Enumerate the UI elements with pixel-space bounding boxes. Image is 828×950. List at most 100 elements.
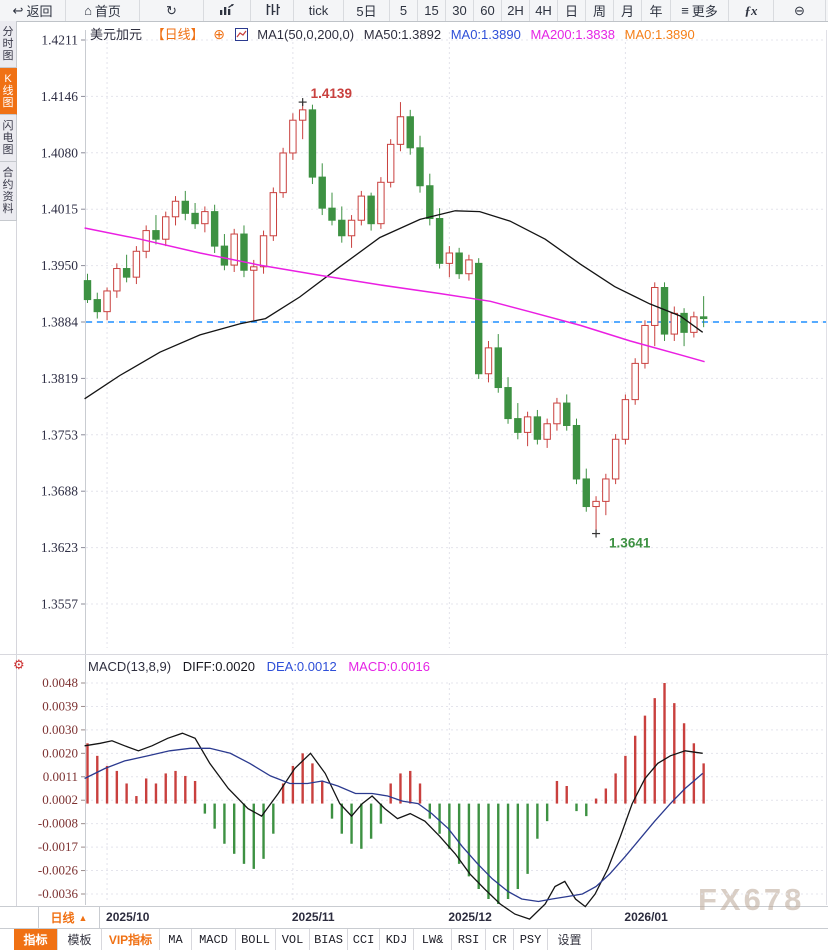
svg-text:1.3950: 1.3950 (41, 258, 78, 273)
indicator-ind-cr[interactable]: CR (486, 929, 514, 950)
svg-text:0.0020: 0.0020 (42, 745, 78, 760)
toolbar-interval-30[interactable]: 30 (446, 0, 474, 21)
top-toolbar: ↩ 返回 ⌂ 首页 ↻ tick 5日 5 15 30 60 2H 4H 日周月年 ≡ 更多 ƒx ⊖ (0, 0, 828, 22)
x-axis-label: 2025/10 (106, 910, 150, 924)
toolbar-interval-15[interactable]: 15 (418, 0, 446, 21)
kline-settings-icon[interactable] (234, 27, 248, 42)
svg-text:1.3623: 1.3623 (41, 540, 78, 555)
ma200-line (84, 227, 705, 363)
indicator-indicators[interactable]: 指标 (14, 929, 58, 950)
interval-5-label: 5 (399, 3, 408, 18)
period-selector-label: 日线 (50, 911, 75, 925)
sidebar-tab-kline[interactable]: K线图 (0, 68, 17, 115)
more-icon: ≡ (681, 3, 689, 18)
ohlc-style-icon (265, 3, 280, 19)
watermark: FX678 (698, 882, 805, 917)
indicator-ind-rsi[interactable]: RSI (452, 929, 486, 950)
macd-diff-line (84, 732, 703, 920)
ma200-value: MA200:1.3838 (530, 27, 616, 42)
add-indicator-icon[interactable]: ⊕ (213, 26, 226, 42)
toolbar-home[interactable]: ⌂ 首页 (66, 0, 140, 21)
back-label: 返回 (26, 4, 53, 19)
macd-title: MACD(13,8,9) (88, 659, 172, 674)
indicator-ind-boll[interactable]: BOLL (236, 929, 276, 950)
toolbar-refresh[interactable]: ↻ (140, 0, 204, 21)
toolbar-chart-type[interactable] (204, 0, 251, 21)
indicator-settings-icon[interactable]: ⚙ (13, 657, 25, 672)
interval-30-label: 30 (452, 3, 467, 18)
toolbar-interval-tick[interactable]: tick (294, 0, 344, 21)
svg-text:1.3884: 1.3884 (41, 315, 78, 330)
interval-week-label: 周 (592, 4, 606, 19)
interval-year-label: 年 (649, 4, 663, 19)
ma-settings: MA1(50,0,200,0) (257, 27, 355, 42)
left-sidebar: 分时图 K线图 闪电图 合约资料 (0, 21, 17, 221)
svg-text:0.0030: 0.0030 (42, 722, 78, 737)
ma50-value: MA50:1.3892 (363, 27, 442, 42)
interval-5d-label: 5日 (356, 4, 377, 19)
gridlines (0, 30, 828, 905)
toolbar-interval-5d[interactable]: 5日 (344, 0, 390, 21)
indicator-ind-lwr[interactable]: LW& (414, 929, 452, 950)
period-tag[interactable]: 【日线】 (151, 27, 204, 42)
toolbar-zoom-out[interactable]: ⊖ (774, 0, 826, 21)
svg-text:1.4015: 1.4015 (41, 202, 78, 217)
indicator-ind-cci[interactable]: CCI (348, 929, 380, 950)
toolbar-interval-month[interactable]: 月 (614, 0, 642, 21)
svg-text:1.3688: 1.3688 (41, 484, 78, 499)
toolbar-interval-60[interactable]: 60 (474, 0, 502, 21)
toolbar-ohlc-style[interactable] (251, 0, 294, 21)
svg-text:-0.0008: -0.0008 (38, 816, 78, 831)
svg-text:0.0048: 0.0048 (42, 675, 78, 690)
home-icon: ⌂ (84, 3, 92, 18)
toolbar-more[interactable]: ≡ 更多 (671, 0, 729, 21)
svg-text:1.3557: 1.3557 (41, 597, 78, 612)
toolbar-interval-day[interactable]: 日 (558, 0, 586, 21)
x-axis-label: 2025/11 (291, 910, 335, 924)
indicator-vip-indicators[interactable]: VIP指标 (102, 929, 160, 950)
indicator-templates[interactable]: 模板 (58, 929, 102, 950)
svg-text:1.3753: 1.3753 (41, 427, 78, 442)
interval-tick-label: tick (308, 3, 329, 18)
svg-text:0.0002: 0.0002 (42, 792, 78, 807)
toolbar-interval-5[interactable]: 5 (390, 0, 418, 21)
indicator-ind-macd[interactable]: MACD (192, 929, 236, 950)
indicator-ind-psy[interactable]: PSY (514, 929, 548, 950)
toolbar-interval-4h[interactable]: 4H (530, 0, 558, 21)
chart-type-icon (219, 3, 235, 19)
ma50-line (84, 210, 704, 400)
candlestick-series (83, 102, 708, 532)
svg-text:-0.0026: -0.0026 (38, 863, 79, 878)
svg-text:1.4146: 1.4146 (41, 89, 78, 104)
toolbar-fx[interactable]: ƒx (729, 0, 774, 21)
indicator-ind-ma[interactable]: MA (160, 929, 192, 950)
interval-4h-label: 4H (535, 3, 552, 18)
period-selector[interactable]: 日线 ▲ (38, 907, 100, 928)
more-label: 更多 (691, 4, 718, 19)
x-axis-label: 2026/01 (624, 910, 668, 924)
macd-macd-value: MACD:0.0016 (348, 659, 430, 674)
svg-text:1.4080: 1.4080 (41, 145, 78, 160)
macd-histogram (86, 683, 705, 905)
toolbar-interval-week[interactable]: 周 (586, 0, 614, 21)
svg-text:-0.0036: -0.0036 (38, 886, 79, 901)
ma0-value-blue: MA0:1.3890 (450, 27, 521, 42)
sidebar-tab-contract-info[interactable]: 合约资料 (0, 162, 17, 221)
toolbar-interval-2h[interactable]: 2H (502, 0, 530, 21)
indicator-ind-bias[interactable]: BIAS (310, 929, 348, 950)
interval-day-label: 日 (564, 4, 578, 19)
macd-header: MACD(13,8,9) DIFF:0.0020 DEA:0.0012 MACD… (88, 659, 438, 674)
indicator-ind-vol[interactable]: VOL (276, 929, 310, 950)
svg-text:1.3819: 1.3819 (41, 371, 78, 386)
toolbar-back[interactable]: ↩ 返回 (0, 0, 66, 21)
sidebar-tab-time-share[interactable]: 分时图 (0, 21, 17, 68)
fx-label: ƒx (744, 2, 758, 18)
toolbar-interval-year[interactable]: 年 (642, 0, 671, 21)
interval-60-label: 60 (480, 3, 495, 18)
sidebar-tab-lightning[interactable]: 闪电图 (0, 115, 17, 162)
indicator-settings[interactable]: 设置 (548, 929, 592, 950)
indicator-ind-kdj[interactable]: KDJ (380, 929, 414, 950)
interval-15-label: 15 (424, 3, 439, 18)
